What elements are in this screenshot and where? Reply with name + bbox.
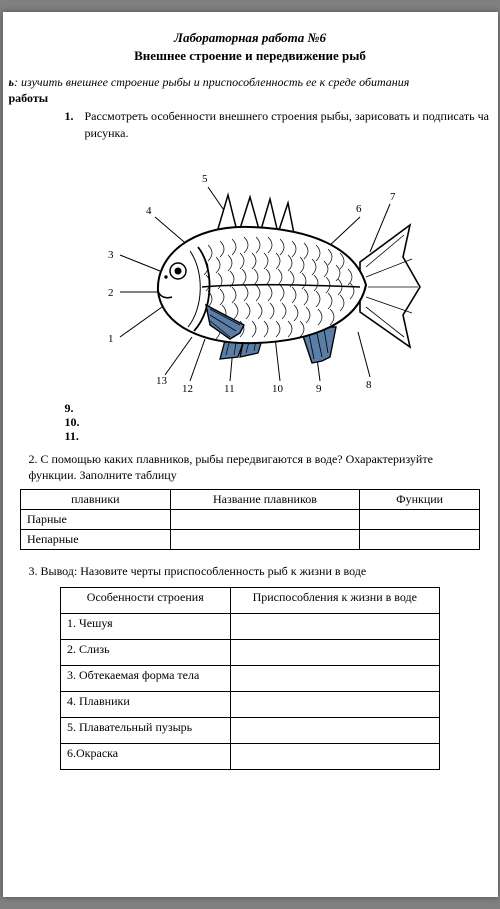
table-row: плавники Название плавников Функции: [21, 490, 480, 510]
task-2-line1: 2. С помощью каких плавников, рыбы перед…: [29, 452, 433, 466]
label-1: 1: [108, 333, 114, 345]
tableA-r2c3: [360, 530, 480, 550]
tableA-h2: Название плавников: [170, 490, 360, 510]
task-1: 1.Рассмотреть особенности внешнего строе…: [65, 108, 492, 140]
table-row: 6.Окраска: [61, 744, 440, 770]
tableA-h3: Функции: [360, 490, 480, 510]
tableA-h1: плавники: [21, 490, 171, 510]
tbB-r6c2: [230, 744, 439, 770]
label-13: 13: [156, 375, 167, 387]
table-row: Парные: [21, 510, 480, 530]
worksheet-page: Лабораторная работа №6 Внешнее строение …: [3, 12, 498, 897]
tbB-r2c1: 2. Слизь: [61, 640, 231, 666]
label-11: 11: [224, 383, 235, 395]
task-2: 2. С помощью каких плавников, рыбы перед…: [29, 451, 492, 483]
tbB-r2c2: [230, 640, 439, 666]
table-row: 2. Слизь: [61, 640, 440, 666]
label-10: 10: [272, 383, 283, 395]
task-3: 3. Вывод: Назовите черты приспособленнос…: [29, 564, 492, 579]
label-9: 9: [316, 383, 322, 395]
tableA-r2c2: [170, 530, 360, 550]
label-8: 8: [366, 379, 372, 391]
tableA-r1c3: [360, 510, 480, 530]
label-2: 2: [108, 287, 114, 299]
task-1-text-b: рисунка.: [85, 125, 129, 141]
label-6: 6: [356, 203, 362, 215]
tbB-r6c1: 6.Окраска: [61, 744, 231, 770]
goal-text: : изучить внешнее строение рыбы и приспо…: [14, 75, 409, 89]
tableA-r1c2: [170, 510, 360, 530]
tableA-r2c1: Непарные: [21, 530, 171, 550]
fish-svg: [60, 147, 440, 397]
label-5: 5: [202, 173, 208, 185]
table-row: Особенности строения Приспособления к жи…: [61, 588, 440, 614]
fins-table: плавники Название плавников Функции Парн…: [20, 489, 480, 550]
lab-title-2: Внешнее строение и передвижение рыб: [9, 48, 492, 64]
table-row: 4. Плавники: [61, 692, 440, 718]
tbB-r3c1: 3. Обтекаемая форма тела: [61, 666, 231, 692]
lab-title-1: Лабораторная работа №6: [9, 30, 492, 46]
tbB-r1c1: 1. Чешуя: [61, 614, 231, 640]
tbB-r3c2: [230, 666, 439, 692]
label-12: 12: [182, 383, 193, 395]
task-1-text-a: Рассмотреть особенности внешнего строени…: [85, 109, 489, 123]
label-4: 4: [146, 205, 152, 217]
table-row: 1. Чешуя: [61, 614, 440, 640]
progress-line: работы: [9, 90, 492, 106]
label-3: 3: [108, 249, 114, 261]
goal-line: ь: изучить внешнее строение рыбы и присп…: [9, 74, 492, 90]
num-11: 11.: [65, 429, 79, 445]
label-7: 7: [390, 191, 396, 203]
adaptations-table: Особенности строения Приспособления к жи…: [60, 587, 440, 770]
tbB-r1c2: [230, 614, 439, 640]
fish-diagram: 1 2 3 4 5 6 7 8 9 10 11 12 13: [60, 147, 440, 397]
task-1-number: 1.: [65, 108, 85, 124]
tbB-r4c1: 4. Плавники: [61, 692, 231, 718]
tableB-h1: Особенности строения: [61, 588, 231, 614]
tbB-r5c2: [230, 718, 439, 744]
task-2-line2: функции. Заполните таблицу: [29, 468, 177, 482]
tableB-h2: Приспособления к жизни в воде: [230, 588, 439, 614]
tbB-r5c1: 5. Плавательный пузырь: [61, 718, 231, 744]
side-number-block: 9. 10. 11.: [65, 401, 492, 451]
tbB-r4c2: [230, 692, 439, 718]
table-row: Непарные: [21, 530, 480, 550]
table-row: 3. Обтекаемая форма тела: [61, 666, 440, 692]
tableA-r1c1: Парные: [21, 510, 171, 530]
table-row: 5. Плавательный пузырь: [61, 718, 440, 744]
